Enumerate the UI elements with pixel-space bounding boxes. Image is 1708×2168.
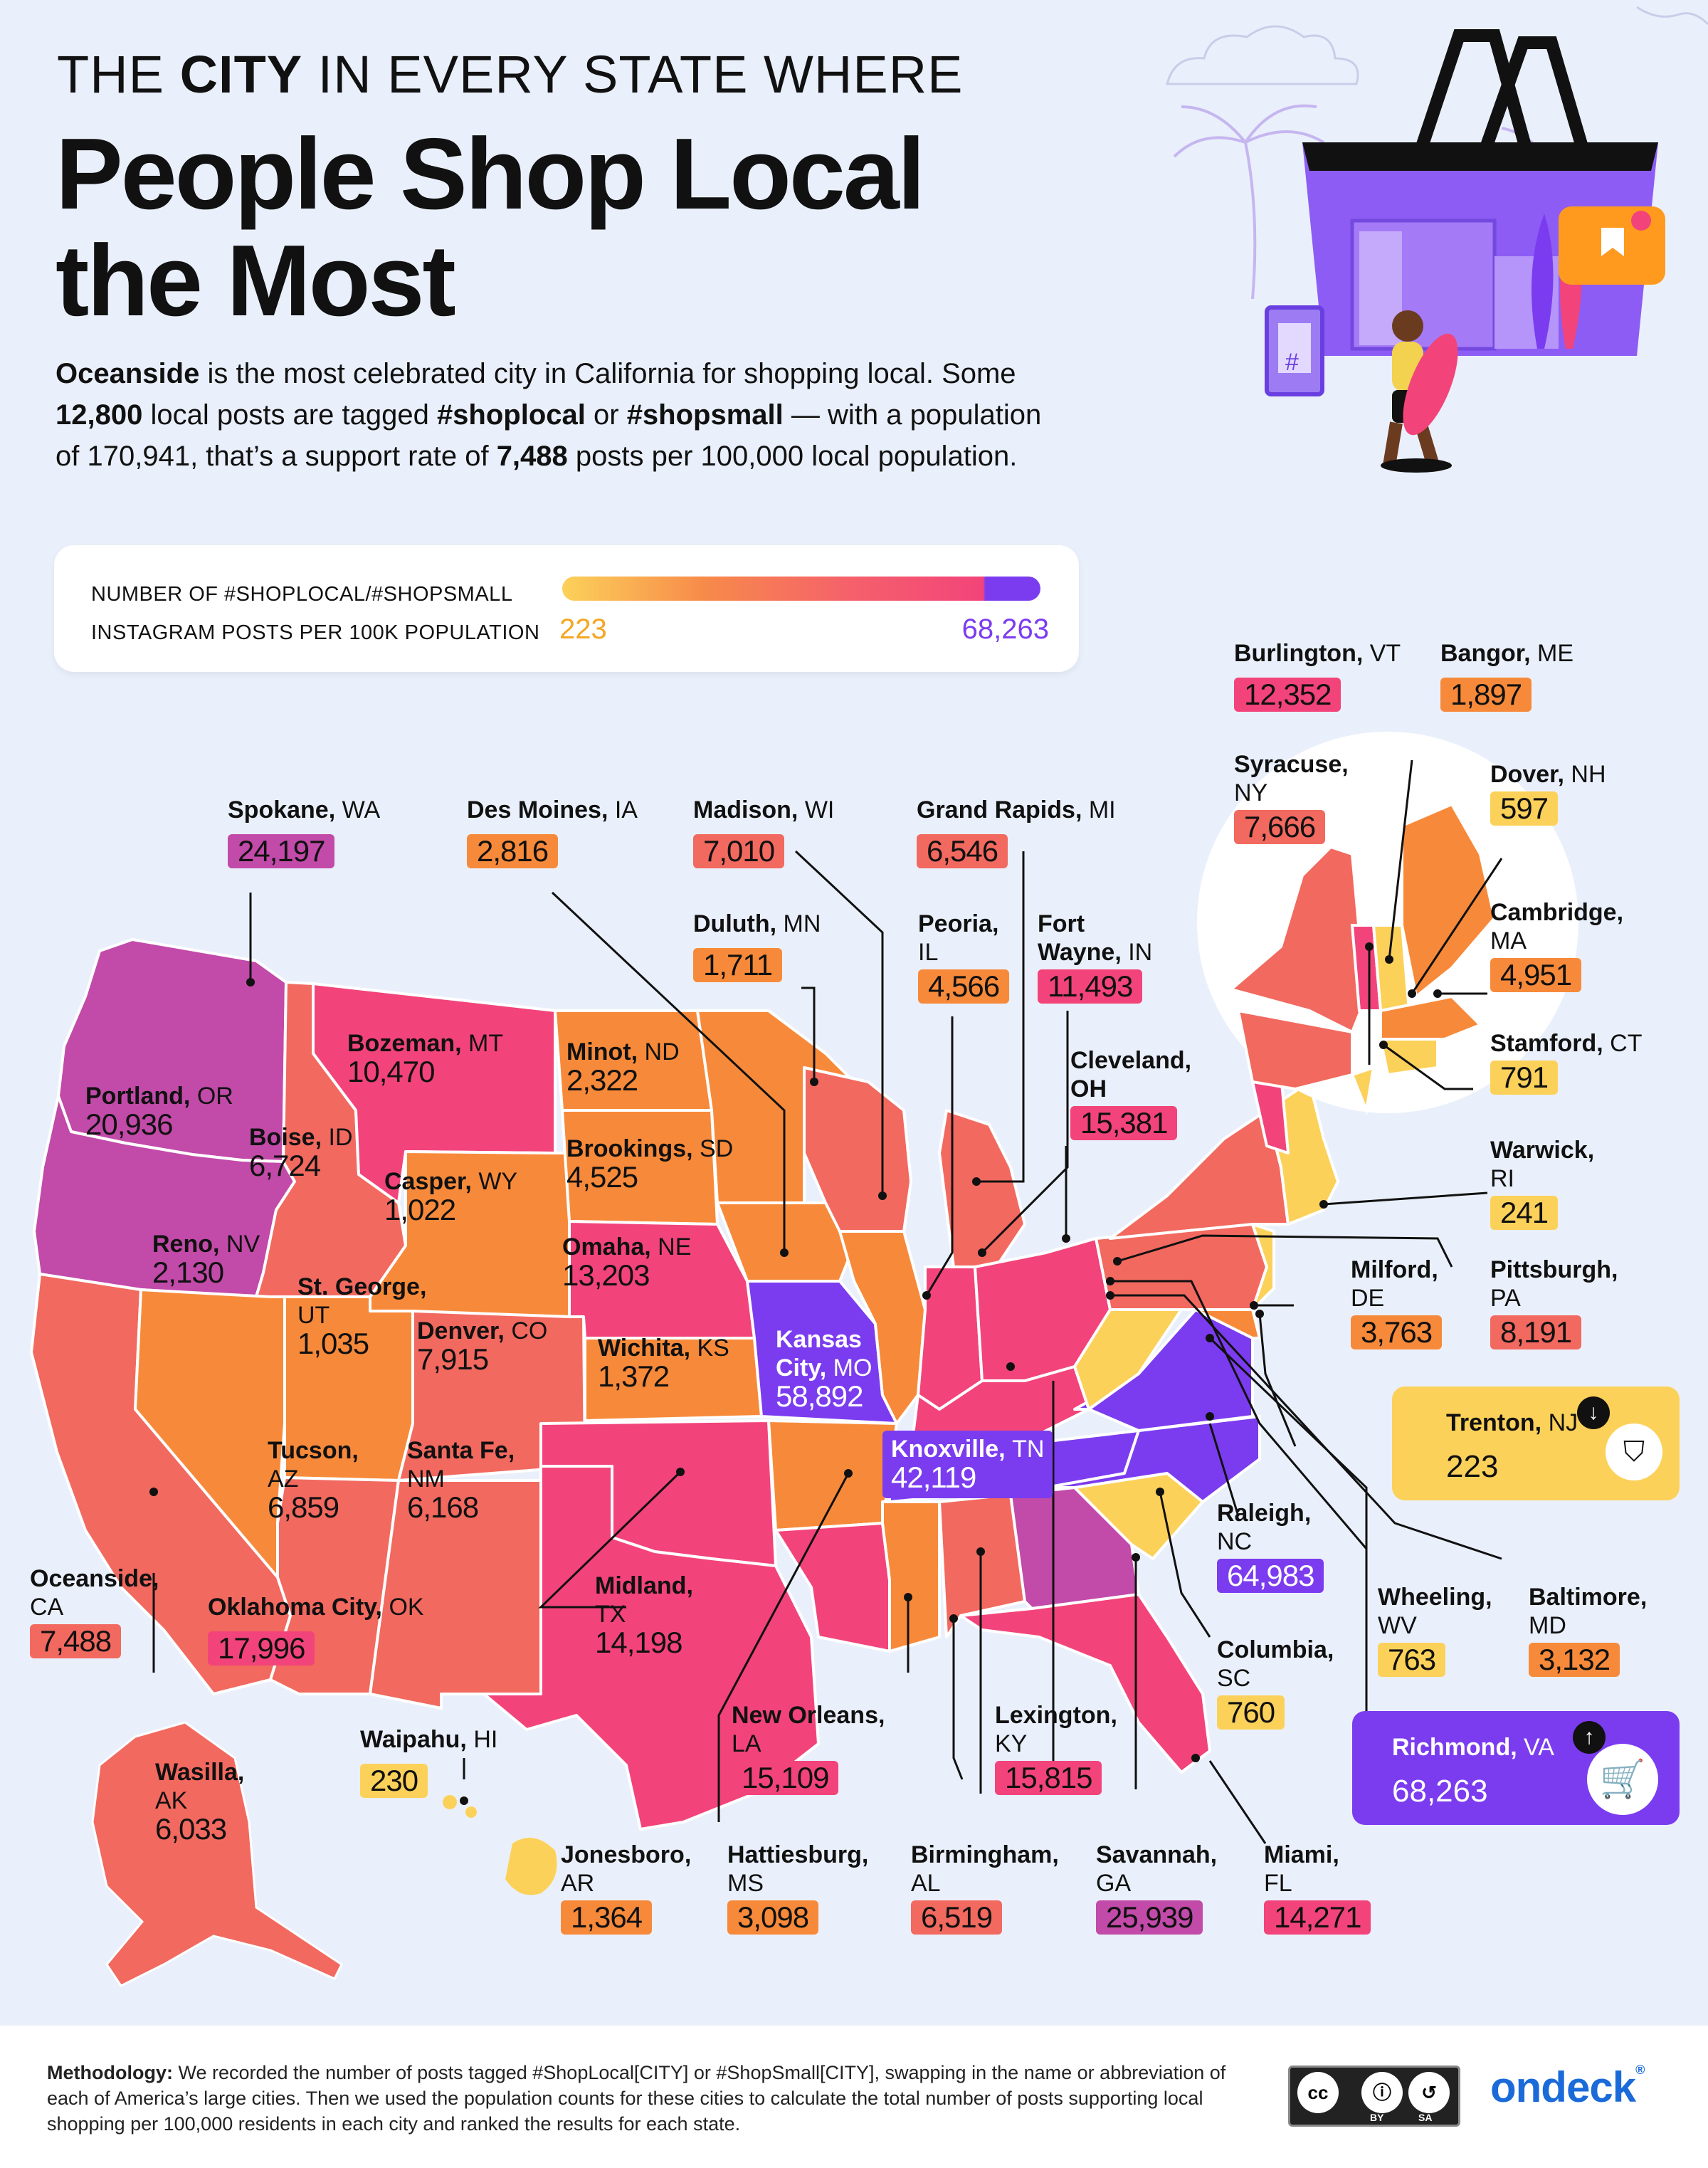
city-label-raleigh: Raleigh, NC 64,983 (1217, 1499, 1324, 1593)
city-label-baltimore: Baltimore, MD 3,132 (1529, 1584, 1648, 1677)
leader-lines (152, 759, 1503, 1844)
state-ia (716, 1201, 855, 1283)
city-label-oklahoma-city: Oklahoma City, OK 17,996 (208, 1594, 424, 1666)
legend-title: NUMBER OF #SHOPLOCAL/#SHOPSMALL INSTAGRA… (91, 583, 540, 644)
city-label-kansas-city: Kansas City, MO 58,892 (776, 1326, 873, 1413)
svg-text:#: # (1285, 349, 1299, 376)
city-label-madison: Madison, WI 7,010 (693, 796, 835, 868)
city-label-portland: Portland, OR 20,936 (85, 1083, 233, 1141)
page-title: People Shop Local the Most (56, 117, 925, 337)
city-label-new-orleans: New Orleans, LA 15,109 (732, 1702, 885, 1795)
shopping-bag-illustration: # (1265, 29, 1665, 473)
city-label-boise: Boise, ID 6,724 (249, 1124, 353, 1182)
city-label-dover: Dover, NH 597 (1490, 761, 1606, 826)
legend-min: 223 (559, 614, 607, 645)
cc-icon: cc (1297, 2072, 1339, 2113)
headline-kicker: THE CITY IN EVERY STATE WHERE (57, 45, 964, 104)
city-label-miami: Miami, FL 14,271 (1264, 1841, 1371, 1935)
state-ms (881, 1500, 941, 1653)
city-label-brookings: Brookings, SD 4,525 (566, 1135, 734, 1194)
legend-max: 68,263 (961, 614, 1049, 645)
by-icon: ⓘ (1361, 2072, 1403, 2113)
city-label-minot: Minot, ND 2,322 (566, 1038, 680, 1097)
city-label-st-george: St. George, UT 1,035 (297, 1273, 427, 1360)
city-label-grand-rapids: Grand Rapids, MI 6,546 (917, 796, 1116, 868)
state-md-de (1194, 1308, 1261, 1340)
methodology-text: Methodology: We recorded the number of p… (47, 2062, 1226, 2135)
city-label-tucson: Tucson, AZ 6,859 (268, 1437, 359, 1524)
city-label-oceanside: Oceanside, CA 7,488 (30, 1565, 159, 1658)
city-label-stamford: Stamford, CT 791 (1490, 1030, 1643, 1095)
city-label-cleveland: Cleveland, OH 15,381 (1070, 1047, 1192, 1140)
city-label-milford: Milford, DE 3,763 (1351, 1256, 1443, 1349)
city-label-burlington: Burlington, VT 12,352 (1234, 640, 1401, 712)
city-label-fort-wayne: Fort Wayne, IN 11,493 (1038, 910, 1153, 1004)
city-label-syracuse: Syracuse, NY 7,666 (1234, 751, 1349, 844)
city-label-knoxville: Knoxville, TN 42,119 (882, 1431, 1053, 1498)
city-label-midland: Midland, TX 14,198 (595, 1572, 693, 1659)
callout-richmond-name: Richmond, VA (1392, 1734, 1554, 1761)
brand-logo: ondeck® (1490, 2063, 1645, 2111)
city-label-denver: Denver, CO 7,915 (417, 1317, 548, 1376)
city-label-omaha: Omaha, NE 13,203 (562, 1233, 692, 1292)
city-label-birmingham: Birmingham, AL 6,519 (911, 1841, 1059, 1935)
alaska-hawaii (91, 1721, 557, 1987)
intro-paragraph: Oceanside is the most celebrated city in… (56, 358, 1042, 472)
city-label-waipahu: Waipahu, HI 230 (360, 1726, 498, 1798)
city-label-pittsburgh: Pittsburgh, PA 8,191 (1490, 1256, 1618, 1349)
city-label-casper: Casper, WY 1,022 (384, 1168, 518, 1226)
state-tx (440, 1465, 820, 1831)
city-label-des-moines: Des Moines, IA 2,816 (467, 796, 638, 868)
state-il (838, 1230, 927, 1425)
city-label-duluth: Duluth, MN 1,711 (693, 910, 821, 982)
callout-trenton-name: Trenton, NJ (1446, 1409, 1578, 1436)
city-label-savannah: Savannah, GA 25,939 (1096, 1841, 1218, 1935)
arrow-up-icon: ↑ (1573, 1721, 1606, 1754)
city-label-bozeman: Bozeman, MT 10,470 (347, 1030, 504, 1088)
legend-card: NUMBER OF #SHOPLOCAL/#SHOPSMALL INSTAGRA… (54, 545, 1079, 672)
cloud-decoration (1166, 6, 1708, 85)
sa-icon: ↺ (1408, 2072, 1450, 2113)
callout-richmond-value: 68,263 (1392, 1774, 1488, 1809)
arrow-down-icon: ↓ (1577, 1396, 1610, 1429)
state-nc (1045, 1415, 1261, 1503)
state-ar (767, 1419, 898, 1532)
state-nv (134, 1288, 286, 1579)
city-label-peoria: Peoria, IL 4,566 (918, 910, 1010, 1004)
city-label-wasilla: Wasilla, AK 6,033 (155, 1759, 245, 1846)
city-label-wheeling: Wheeling, WV 763 (1378, 1584, 1492, 1677)
state-ak (91, 1721, 343, 1987)
city-label-santa-fe: Santa Fe, NM 6,168 (407, 1437, 515, 1524)
state-nj (1251, 1223, 1275, 1311)
legend-gradient-bar (562, 577, 1040, 601)
city-label-columbia: Columbia, SC 760 (1217, 1636, 1334, 1730)
city-label-lexington: Lexington, KY 15,815 (995, 1702, 1117, 1795)
city-label-cambridge: Cambridge, MA 4,951 (1490, 899, 1624, 992)
city-label-warwick: Warwick, RI 241 (1490, 1137, 1595, 1230)
callout-trenton-value: 223 (1446, 1449, 1499, 1484)
creative-commons-badge: cc ⓘ ↺ BY SA (1288, 2066, 1460, 2127)
shopping-cart-icon: 🛒 (1587, 1744, 1658, 1815)
city-label-hattiesburg: Hattiesburg, MS 3,098 (727, 1841, 869, 1935)
state-hi (443, 1795, 557, 1895)
city-label-reno: Reno, NV 2,130 (152, 1231, 260, 1289)
city-label-bangor: Bangor, ME 1,897 (1440, 640, 1574, 712)
city-label-jonesboro: Jonesboro, AR 1,364 (561, 1841, 692, 1935)
leader-dots (149, 942, 1442, 1805)
city-label-wichita: Wichita, KS 1,372 (598, 1335, 729, 1393)
shopping-bag-icon: ⛉ (1606, 1424, 1662, 1480)
city-label-spokane: Spokane, WA 24,197 (228, 796, 381, 868)
state-mt (312, 982, 557, 1204)
callout-trenton-lowest: Trenton, NJ 223 ↓ ⛉ (1392, 1386, 1680, 1500)
callout-richmond-highest: Richmond, VA 68,263 ↑ 🛒 (1352, 1711, 1680, 1825)
